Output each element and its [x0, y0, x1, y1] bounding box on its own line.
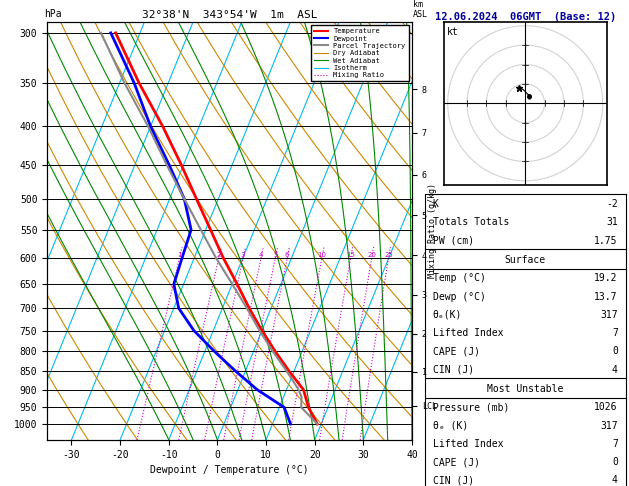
Text: K: K	[433, 199, 438, 209]
Text: 0: 0	[612, 457, 618, 467]
Text: Lifted Index: Lifted Index	[433, 439, 503, 449]
Text: CIN (J): CIN (J)	[433, 364, 474, 375]
Text: Temp (°C): Temp (°C)	[433, 274, 486, 283]
Text: 15: 15	[346, 252, 355, 258]
Text: Lifted Index: Lifted Index	[433, 328, 503, 338]
Text: Mixing Ratio (g/kg): Mixing Ratio (g/kg)	[428, 183, 437, 278]
Text: 7: 7	[612, 439, 618, 449]
Text: 1: 1	[177, 252, 182, 258]
Text: 1026: 1026	[594, 402, 618, 413]
Text: 1.75: 1.75	[594, 236, 618, 245]
Text: Pressure (mb): Pressure (mb)	[433, 402, 509, 413]
Text: km
ASL: km ASL	[413, 0, 428, 19]
Text: 19.2: 19.2	[594, 274, 618, 283]
Text: 20: 20	[367, 252, 376, 258]
Text: 4: 4	[612, 364, 618, 375]
Text: Totals Totals: Totals Totals	[433, 217, 509, 227]
Text: 7: 7	[612, 328, 618, 338]
Text: 2: 2	[216, 252, 221, 258]
Text: PW (cm): PW (cm)	[433, 236, 474, 245]
Text: kt: kt	[447, 27, 459, 37]
Text: 12.06.2024  06GMT  (Base: 12): 12.06.2024 06GMT (Base: 12)	[435, 12, 616, 22]
Text: 25: 25	[384, 252, 393, 258]
Text: Surface: Surface	[504, 255, 546, 265]
Text: Most Unstable: Most Unstable	[487, 384, 564, 394]
Text: 317: 317	[600, 310, 618, 320]
Legend: Temperature, Dewpoint, Parcel Trajectory, Dry Adiabat, Wet Adiabat, Isotherm, Mi: Temperature, Dewpoint, Parcel Trajectory…	[311, 25, 408, 81]
Text: 4: 4	[612, 475, 618, 486]
Text: 3: 3	[241, 252, 245, 258]
Text: hPa: hPa	[44, 9, 62, 19]
Title: 32°38'N  343°54'W  1m  ASL: 32°38'N 343°54'W 1m ASL	[142, 10, 318, 20]
Text: Dewp (°C): Dewp (°C)	[433, 292, 486, 302]
Text: 6: 6	[285, 252, 289, 258]
Text: 13.7: 13.7	[594, 292, 618, 302]
Text: θₑ(K): θₑ(K)	[433, 310, 462, 320]
Text: CIN (J): CIN (J)	[433, 475, 474, 486]
X-axis label: Dewpoint / Temperature (°C): Dewpoint / Temperature (°C)	[150, 465, 309, 475]
Text: 317: 317	[600, 421, 618, 431]
Text: θₑ (K): θₑ (K)	[433, 421, 468, 431]
Text: CAPE (J): CAPE (J)	[433, 457, 480, 467]
Text: 4: 4	[259, 252, 263, 258]
Text: CAPE (J): CAPE (J)	[433, 347, 480, 356]
Text: 10: 10	[318, 252, 326, 258]
Text: 0: 0	[612, 347, 618, 356]
Text: 31: 31	[606, 217, 618, 227]
Text: 5: 5	[273, 252, 277, 258]
Text: -2: -2	[606, 199, 618, 209]
